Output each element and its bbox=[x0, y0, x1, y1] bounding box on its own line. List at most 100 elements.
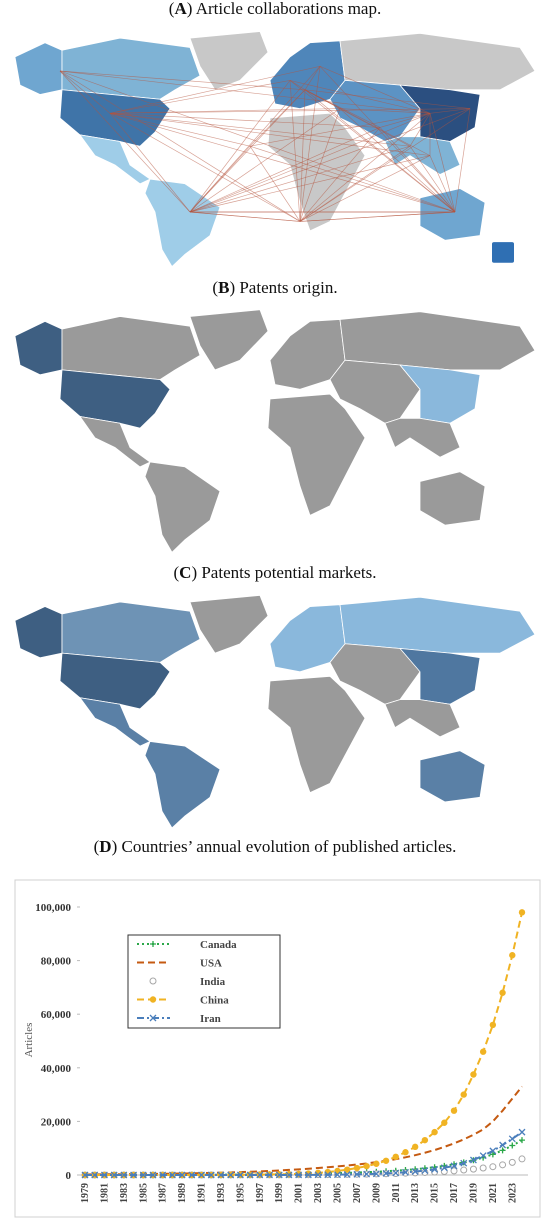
marker bbox=[188, 1171, 196, 1179]
title-part: B bbox=[218, 278, 229, 297]
marker bbox=[489, 1021, 497, 1029]
collaboration-link bbox=[59, 70, 301, 222]
marker bbox=[499, 1141, 507, 1149]
collaboration-link bbox=[409, 113, 431, 147]
collaboration-link bbox=[249, 89, 306, 147]
marker bbox=[489, 1151, 496, 1158]
y-tick-label: 20,000 bbox=[41, 1116, 72, 1128]
series-line bbox=[84, 1085, 523, 1176]
collaboration-link bbox=[109, 112, 251, 147]
title-part: ( bbox=[173, 563, 179, 582]
marker bbox=[81, 1171, 89, 1179]
country-region bbox=[79, 134, 151, 185]
collaboration-link bbox=[454, 108, 471, 213]
marker bbox=[363, 1170, 371, 1178]
collaboration-link bbox=[189, 108, 471, 213]
legend-marker bbox=[149, 1014, 157, 1022]
marker bbox=[479, 1152, 487, 1160]
collaboration-link bbox=[299, 155, 431, 222]
marker bbox=[343, 1171, 351, 1178]
x-tick-label: 2019 bbox=[468, 1183, 479, 1203]
country-region bbox=[384, 699, 461, 738]
marker bbox=[460, 1091, 467, 1098]
country-region bbox=[61, 601, 201, 663]
country-region bbox=[14, 320, 63, 376]
marker bbox=[479, 1048, 487, 1055]
panel-title: (D) Countries’ annual evolution of publi… bbox=[94, 837, 457, 856]
marker bbox=[363, 1162, 370, 1170]
collaboration-link bbox=[289, 80, 431, 114]
collaboration-link bbox=[189, 145, 251, 213]
marker bbox=[344, 1166, 351, 1173]
collaboration-link bbox=[429, 155, 456, 213]
marker bbox=[499, 989, 506, 996]
legend-label: USA bbox=[200, 958, 222, 970]
collaboration-link bbox=[319, 66, 431, 114]
marker bbox=[178, 1171, 186, 1179]
collaboration-link bbox=[109, 112, 456, 213]
collaboration-link bbox=[249, 112, 431, 147]
marker bbox=[508, 1135, 516, 1143]
marker bbox=[353, 1164, 361, 1172]
title-part: D bbox=[99, 837, 111, 856]
panel-title: (A) Article collaborations map. bbox=[169, 0, 381, 18]
marker bbox=[518, 1128, 526, 1136]
x-tick-label: 2007 bbox=[352, 1183, 363, 1203]
marker bbox=[519, 1137, 525, 1144]
x-tick-label: 1991 bbox=[197, 1183, 208, 1203]
marker bbox=[508, 1158, 516, 1166]
collaboration-link bbox=[299, 108, 471, 222]
marker bbox=[518, 909, 526, 916]
country-region bbox=[419, 750, 486, 803]
y-tick-label: 40,000 bbox=[41, 1063, 72, 1075]
marker bbox=[168, 1171, 176, 1179]
country-region bbox=[399, 364, 481, 424]
x-tick-label: 1999 bbox=[274, 1183, 285, 1203]
x-tick-label: 1987 bbox=[158, 1183, 169, 1203]
collaboration-link bbox=[299, 211, 456, 222]
marker bbox=[392, 1153, 399, 1160]
collaboration-link bbox=[109, 108, 471, 114]
marker bbox=[489, 1147, 497, 1155]
marker bbox=[518, 1155, 526, 1163]
x-tick-label: 1997 bbox=[255, 1183, 266, 1203]
marker bbox=[469, 1165, 477, 1173]
country-region bbox=[144, 741, 221, 829]
country-region bbox=[189, 595, 269, 654]
title-part: ) Article collaborations map. bbox=[187, 0, 382, 18]
x-tick-label: 2017 bbox=[449, 1183, 460, 1203]
country-region bbox=[339, 311, 536, 371]
collaboration-link bbox=[409, 146, 456, 213]
marker bbox=[411, 1143, 419, 1151]
marker bbox=[227, 1171, 235, 1179]
marker bbox=[421, 1136, 429, 1144]
x-tick-label: 1981 bbox=[99, 1183, 110, 1203]
collaboration-link bbox=[299, 89, 306, 222]
marker bbox=[382, 1157, 390, 1164]
marker bbox=[373, 1160, 380, 1167]
collaboration-link bbox=[189, 108, 341, 213]
marker bbox=[198, 1171, 205, 1179]
collaboration-link bbox=[429, 113, 456, 213]
collaboration-link bbox=[304, 66, 321, 90]
collaboration-link bbox=[299, 145, 411, 222]
marker bbox=[236, 1171, 244, 1179]
marker bbox=[372, 1170, 380, 1178]
legend-label: Canada bbox=[200, 939, 237, 951]
marker bbox=[460, 1166, 468, 1174]
legend-label: China bbox=[200, 995, 229, 1007]
marker bbox=[285, 1171, 293, 1179]
x-tick-label: 2003 bbox=[313, 1183, 324, 1203]
marker bbox=[460, 1159, 468, 1167]
x-tick-label: 1985 bbox=[138, 1183, 149, 1203]
title-part: ( bbox=[94, 837, 100, 856]
collaboration-link bbox=[189, 127, 381, 213]
collaboration-link bbox=[189, 66, 321, 213]
series-line bbox=[85, 912, 523, 1176]
title-part: ( bbox=[212, 278, 218, 297]
collaboration-link bbox=[109, 80, 291, 114]
collaboration-link bbox=[379, 112, 431, 128]
title-part: ) Patents potential markets. bbox=[191, 563, 376, 582]
